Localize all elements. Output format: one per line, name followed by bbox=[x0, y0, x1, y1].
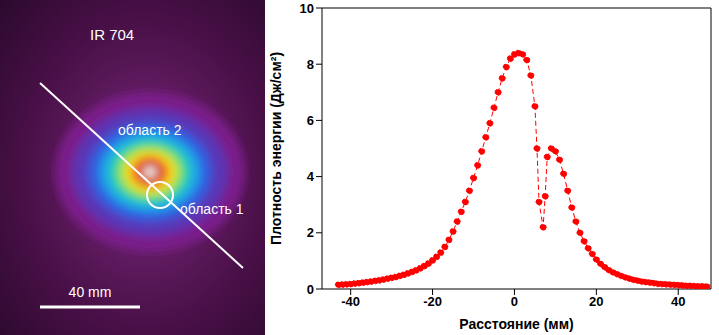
svg-text:область 1: область 1 bbox=[180, 201, 244, 217]
svg-text:0: 0 bbox=[511, 294, 518, 309]
svg-text:IR 704: IR 704 bbox=[90, 26, 134, 43]
svg-text:0: 0 bbox=[307, 282, 314, 297]
svg-text:40: 40 bbox=[671, 294, 685, 309]
svg-text:4: 4 bbox=[307, 169, 315, 184]
svg-text:Плотность энергии (Дж/см²): Плотность энергии (Дж/см²) bbox=[268, 52, 284, 245]
svg-text:область 2: область 2 bbox=[118, 122, 182, 138]
svg-text:-20: -20 bbox=[423, 294, 442, 309]
svg-text:8: 8 bbox=[307, 57, 314, 72]
svg-text:40 mm: 40 mm bbox=[69, 284, 112, 300]
svg-text:Расстояние (мм): Расстояние (мм) bbox=[459, 316, 574, 332]
svg-text:20: 20 bbox=[589, 294, 603, 309]
svg-text:6: 6 bbox=[307, 113, 314, 128]
svg-text:10: 10 bbox=[300, 1, 314, 16]
svg-text:2: 2 bbox=[307, 225, 314, 240]
svg-text:-40: -40 bbox=[341, 294, 360, 309]
